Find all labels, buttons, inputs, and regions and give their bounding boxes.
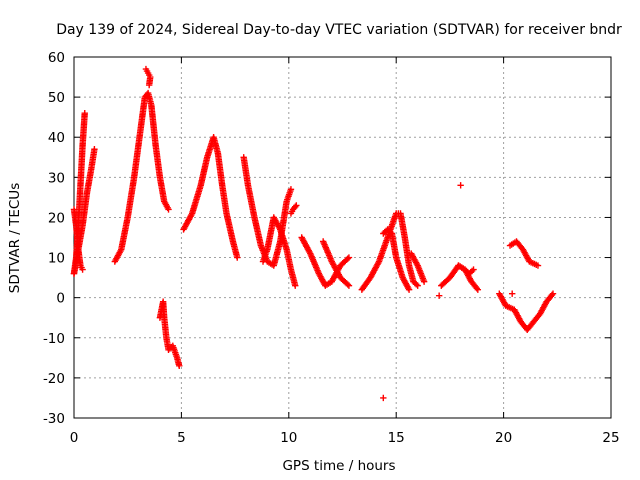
x-tick-labels: 0 5 10 15 20 25 <box>70 430 620 446</box>
data-point <box>468 267 476 275</box>
data-point <box>420 278 428 285</box>
data-point <box>473 285 480 292</box>
data-point <box>81 109 88 117</box>
x-tick-label: 15 <box>388 430 405 446</box>
data-point <box>176 362 183 370</box>
x-tick-label: 5 <box>177 430 186 446</box>
x-tick-label: 10 <box>280 430 297 446</box>
x-tick-label: 25 <box>602 430 619 446</box>
y-axis-label: SDTVAR / TECUs <box>7 183 23 293</box>
data-point <box>292 203 299 210</box>
plot-frame <box>73 56 612 419</box>
data-point <box>470 266 477 273</box>
grid-lines <box>74 57 611 418</box>
data-point <box>344 255 351 262</box>
data-point <box>91 146 98 153</box>
data-point <box>292 282 299 289</box>
x-tick-label: 0 <box>70 430 79 446</box>
y-tick-label: -20 <box>43 371 65 387</box>
data-point <box>534 262 542 269</box>
data-point <box>405 286 413 293</box>
data-point <box>345 254 353 261</box>
data-point <box>549 290 557 297</box>
data-point <box>145 81 153 89</box>
data-point <box>234 254 241 261</box>
y-tick-label: 0 <box>56 291 65 307</box>
y-tick-label: -10 <box>43 331 65 347</box>
data-point <box>345 282 353 289</box>
outlier-point <box>380 394 387 402</box>
x-tick-label: 20 <box>495 430 512 446</box>
data-point <box>474 286 482 293</box>
data-series <box>70 65 557 402</box>
y-tick-label: 60 <box>48 50 65 66</box>
y-tick-label: 50 <box>48 90 65 106</box>
outlier-point <box>435 292 443 299</box>
data-point <box>344 281 351 288</box>
y-tick-label: 10 <box>48 251 65 267</box>
data-point <box>414 282 421 289</box>
data-point <box>165 206 172 213</box>
y-tick-label: -30 <box>43 411 65 427</box>
x-axis-label: GPS time / hours <box>282 458 395 474</box>
data-point <box>79 266 86 273</box>
y-tick-label: 20 <box>48 210 65 226</box>
data-point <box>287 186 295 193</box>
y-tick-label: 30 <box>48 170 65 186</box>
data-point <box>293 202 300 209</box>
chart-title: Day 139 of 2024, Sidereal Day-to-day VTE… <box>56 22 622 38</box>
y-tick-labels: -30 -20 -10 0 10 20 30 40 50 60 <box>43 50 65 427</box>
outlier-point <box>457 182 464 189</box>
data-point <box>548 291 556 299</box>
data-point <box>413 281 420 288</box>
outlier-point <box>508 290 516 297</box>
y-tick-label: 40 <box>48 130 65 146</box>
